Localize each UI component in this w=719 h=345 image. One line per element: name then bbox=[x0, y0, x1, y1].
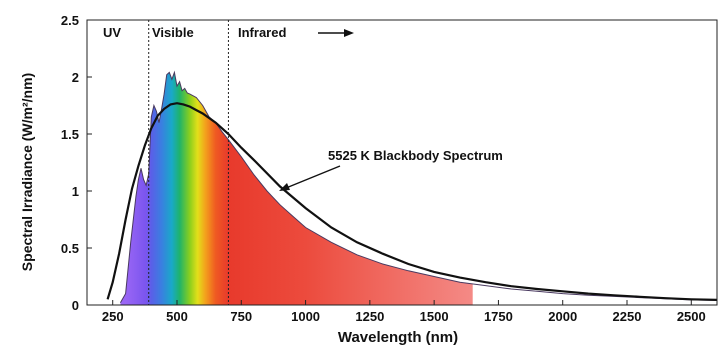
x-tick-label: 500 bbox=[166, 309, 188, 324]
x-tick-label: 750 bbox=[230, 309, 252, 324]
y-tick-label: 0.5 bbox=[61, 241, 79, 256]
y-tick-label: 0 bbox=[72, 298, 79, 313]
y-axis-title: Spectral Irradiance (W/m²/nm) bbox=[19, 73, 35, 271]
solar-spectrum-fill bbox=[120, 72, 473, 306]
blackbody-curve bbox=[106, 102, 718, 301]
solar-spectrum-line bbox=[119, 70, 718, 303]
blackbody-annotation: 5525 K Blackbody Spectrum bbox=[328, 148, 503, 163]
axes: 250 500 750 1000 1250 1500 1750 2000 2250 2500 0 0.… bbox=[61, 13, 718, 324]
x-tick-label: 2250 bbox=[613, 309, 642, 324]
x-tick-label: 250 bbox=[102, 309, 124, 324]
region-label-infrared: Infrared bbox=[238, 25, 286, 40]
plot-frame bbox=[86, 19, 718, 306]
y-tick-label: 1.5 bbox=[61, 127, 79, 142]
x-tick-label: 1250 bbox=[355, 309, 384, 324]
x-tick-label: 2000 bbox=[548, 309, 577, 324]
x-tick-label: 2500 bbox=[677, 309, 706, 324]
y-tick-label: 2.5 bbox=[61, 13, 79, 28]
y-tick-label: 1 bbox=[72, 184, 79, 199]
x-tick-label: 1000 bbox=[291, 309, 320, 324]
plot-area bbox=[106, 20, 718, 306]
region-label-uv: UV bbox=[103, 25, 121, 40]
x-tick-label: 1500 bbox=[420, 309, 449, 324]
x-tick-label: 1750 bbox=[484, 309, 513, 324]
blackbody-annotation-arrow bbox=[279, 165, 341, 191]
y-tick-label: 2 bbox=[72, 70, 79, 85]
x-axis-title: Wavelength (nm) bbox=[338, 329, 458, 345]
infrared-arrow bbox=[318, 29, 354, 37]
region-label-visible: Visible bbox=[152, 25, 194, 40]
